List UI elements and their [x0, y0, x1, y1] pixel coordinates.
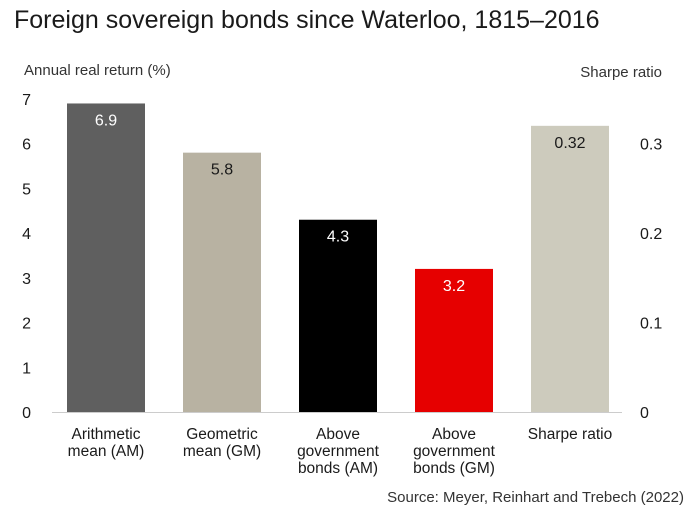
category-label: Above [432, 426, 476, 443]
category-label: Above [316, 426, 360, 443]
left-axis-tick-label: 3 [22, 271, 31, 288]
category-label: Sharpe ratio [528, 426, 612, 443]
left-axis-label: Annual real return (%) [24, 62, 171, 79]
right-axis-tick-label: 0.1 [640, 316, 662, 333]
category-label: bonds (AM) [298, 460, 378, 477]
bar-1 [67, 103, 145, 412]
category-label: bonds (GM) [413, 460, 495, 477]
category-label: Arithmetic [72, 426, 141, 443]
category-label: government [297, 443, 380, 460]
bar-value-label: 3.2 [443, 278, 465, 295]
bar-value-label: 5.8 [211, 162, 233, 179]
category-label: Geometric [186, 426, 258, 443]
left-axis-tick-label: 0 [22, 405, 31, 422]
right-axis-tick-label: 0.2 [640, 226, 662, 243]
left-axis-tick-label: 5 [22, 181, 31, 198]
bar-4 [415, 268, 493, 412]
source-note: Source: Meyer, Reinhart and Trebech (202… [387, 489, 684, 506]
bar-value-label: 4.3 [327, 229, 349, 246]
left-axis-tick-label: 6 [22, 137, 31, 154]
category-label: mean (AM) [68, 443, 145, 460]
right-axis-label: Sharpe ratio [580, 64, 662, 81]
chart-title: Foreign sovereign bonds since Waterloo, … [14, 6, 600, 34]
bar-2 [183, 152, 261, 412]
left-axis-tick-label: 7 [22, 92, 31, 109]
left-axis-tick-label: 4 [22, 226, 31, 243]
left-axis-tick-label: 2 [22, 316, 31, 333]
right-axis-tick-label: 0.3 [640, 137, 662, 154]
bar-3 [299, 219, 377, 412]
bar-value-label: 0.32 [554, 135, 585, 152]
bar-5 [531, 125, 609, 412]
left-axis-tick-label: 1 [22, 360, 31, 377]
category-label: government [413, 443, 496, 460]
category-label: mean (GM) [183, 443, 261, 460]
bar-value-label: 6.9 [95, 112, 117, 129]
right-axis-tick-label: 0 [640, 405, 649, 422]
